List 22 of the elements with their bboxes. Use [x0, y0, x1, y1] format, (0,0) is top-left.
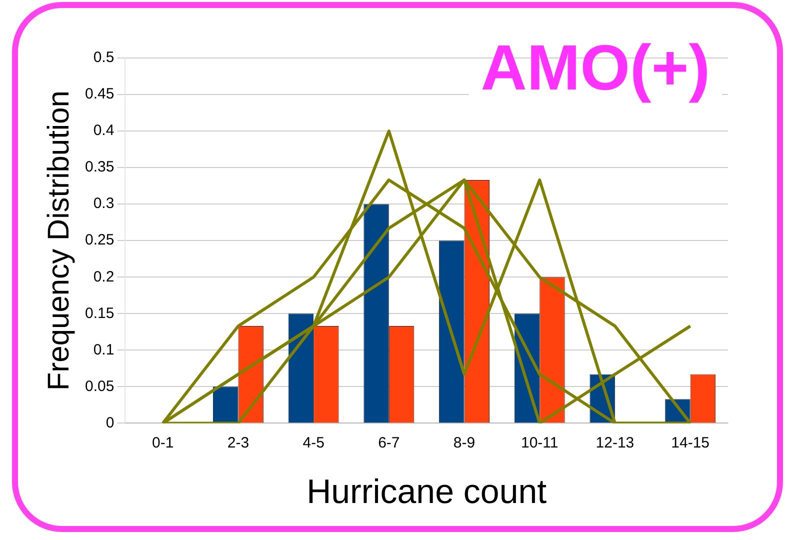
y-tick-label: 0 — [106, 414, 114, 432]
y-tick-label: 0.5 — [93, 49, 114, 66]
x-tick-label: 4-5 — [302, 434, 324, 452]
y-tick-label: 0.4 — [93, 122, 114, 140]
x-tick-label: 6-7 — [378, 434, 400, 452]
x-tick-label: 0-1 — [152, 434, 174, 452]
y-tick-label: 0.45 — [84, 86, 114, 103]
y-tick-label: 0.35 — [84, 158, 114, 176]
x-tick-label: 10-11 — [520, 434, 558, 452]
y-tick-label: 0.25 — [84, 232, 114, 249]
y-tick-label: 0.05 — [84, 378, 114, 395]
x-tick-label: 12-13 — [596, 434, 634, 452]
x-axis-title: Hurricane count — [306, 472, 548, 511]
y-axis-title: Frequency Distribution — [42, 90, 76, 391]
x-tick-label: 2-3 — [227, 434, 250, 452]
y-tick-label: 0.3 — [93, 195, 114, 212]
chart-title: AMO(+) — [480, 32, 710, 104]
y-tick-label: 0.2 — [93, 268, 114, 286]
x-tick-label: 8-9 — [453, 434, 476, 452]
y-tick-label: 0.1 — [93, 341, 114, 358]
y-tick-label: 0.15 — [84, 304, 114, 322]
x-tick-label: 14-15 — [671, 434, 710, 452]
